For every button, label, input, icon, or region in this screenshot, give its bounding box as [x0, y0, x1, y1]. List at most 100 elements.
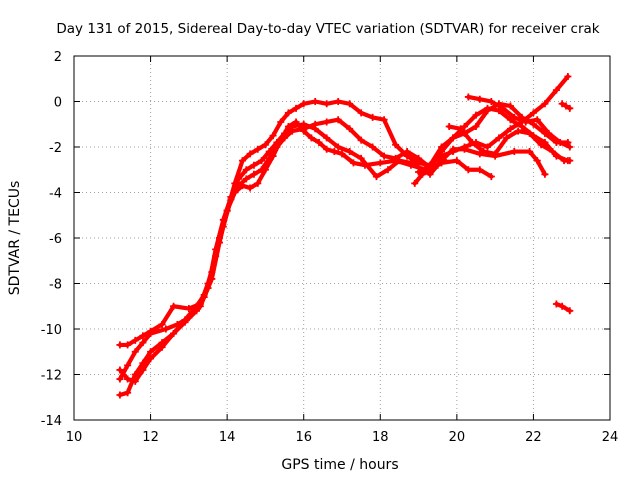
data-point — [116, 366, 124, 374]
data-point — [529, 109, 537, 117]
x-tick-label: 12 — [142, 430, 159, 445]
data-point — [181, 318, 189, 326]
data-point — [461, 123, 469, 131]
x-axis-label: GPS time / hours — [281, 457, 398, 473]
data-point — [357, 154, 365, 162]
data-point — [330, 148, 338, 156]
data-point — [346, 100, 354, 108]
data-point — [533, 116, 541, 124]
data-point — [541, 100, 549, 108]
data-point — [250, 161, 258, 169]
data-point — [487, 173, 495, 181]
y-tick-label: 2 — [54, 50, 62, 65]
data-point — [453, 157, 461, 165]
data-point — [323, 145, 331, 153]
y-tick-label: -14 — [41, 414, 62, 429]
data-point — [438, 143, 446, 151]
data-point — [307, 134, 315, 142]
y-tick-label: -2 — [49, 141, 62, 156]
data-point — [441, 157, 449, 165]
data-point — [566, 143, 574, 151]
data-point — [258, 166, 266, 174]
data-point — [506, 102, 514, 110]
data-point — [346, 125, 354, 133]
data-point — [147, 327, 155, 335]
data-point — [300, 100, 308, 108]
data-point — [254, 179, 262, 187]
data-point — [242, 166, 250, 174]
data-point — [533, 157, 541, 165]
data-point — [349, 159, 357, 167]
data-point — [537, 141, 545, 149]
data-point — [564, 72, 572, 80]
data-point — [499, 104, 507, 112]
data-point — [357, 136, 365, 144]
series-track-10 — [552, 300, 574, 315]
series-track-8 — [411, 157, 449, 187]
data-point — [491, 150, 499, 158]
data-point — [158, 343, 166, 351]
data-point — [510, 113, 518, 121]
data-point — [392, 154, 400, 162]
x-tick-label: 18 — [372, 430, 389, 445]
series-line — [447, 124, 572, 163]
data-point — [445, 123, 453, 131]
data-point — [124, 361, 132, 369]
data-point — [116, 341, 124, 349]
data-point — [372, 173, 380, 181]
data-point — [434, 161, 442, 169]
data-point — [238, 157, 246, 165]
y-tick-label: -6 — [49, 232, 62, 247]
data-point — [369, 143, 377, 151]
data-point — [384, 166, 392, 174]
data-point — [566, 307, 574, 315]
data-point — [449, 134, 457, 142]
data-point — [334, 143, 342, 151]
data-point — [323, 134, 331, 142]
series-track-4 — [116, 98, 572, 385]
x-tick-label: 10 — [66, 430, 83, 445]
x-tick-label: 24 — [602, 430, 619, 445]
data-point — [506, 125, 514, 133]
data-point — [556, 138, 564, 146]
data-point — [526, 148, 534, 156]
data-point — [124, 375, 132, 383]
data-point — [300, 125, 308, 133]
data-point — [193, 307, 201, 315]
data-point — [246, 184, 254, 192]
data-point — [338, 150, 346, 158]
data-point — [376, 159, 384, 167]
data-point — [558, 100, 566, 108]
x-tick-label: 22 — [525, 430, 542, 445]
data-point — [315, 138, 323, 146]
y-axis-label: SDTVAR / TECUs — [7, 181, 23, 296]
data-point — [250, 170, 258, 178]
data-point — [116, 391, 124, 399]
y-tick-label: -8 — [49, 278, 62, 293]
data-point — [131, 336, 139, 344]
data-point — [483, 143, 491, 151]
data-point — [495, 134, 503, 142]
data-point — [323, 100, 331, 108]
data-point — [124, 341, 132, 349]
data-point — [185, 305, 193, 313]
data-point — [273, 143, 281, 151]
data-point — [139, 366, 147, 374]
data-point — [254, 145, 262, 153]
data-point — [526, 129, 534, 137]
data-point — [461, 143, 469, 151]
data-point — [418, 170, 426, 178]
data-point — [392, 141, 400, 149]
data-point — [173, 320, 181, 328]
series-track-6 — [445, 123, 574, 165]
data-point — [415, 159, 423, 167]
data-point — [369, 113, 377, 121]
data-point — [261, 141, 269, 149]
data-point — [258, 157, 266, 165]
plot-frame — [73, 55, 611, 421]
data-point — [147, 348, 155, 356]
data-point — [552, 300, 560, 308]
data-point — [411, 179, 419, 187]
